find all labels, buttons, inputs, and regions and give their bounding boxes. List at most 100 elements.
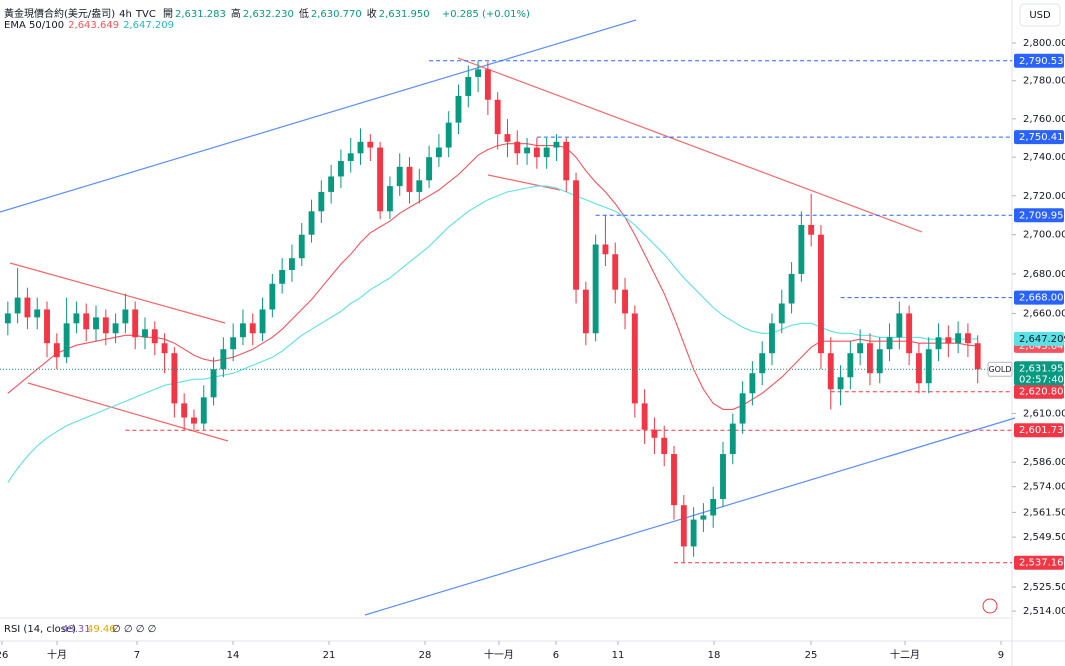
symbol-tag-label: GOLD <box>988 365 1011 374</box>
candle-body <box>367 141 374 148</box>
candle-body <box>494 99 501 135</box>
candle-body <box>269 283 276 310</box>
candle-body <box>142 329 148 338</box>
level-tag-label: 2,790.533 <box>1019 56 1065 67</box>
candle-body <box>524 147 531 154</box>
candle-body <box>83 313 90 330</box>
candle-body <box>416 180 423 192</box>
indicator-row: EMA 50/100 2,643.649 2,647.209 <box>4 20 178 31</box>
candle-body <box>935 337 942 350</box>
candle-body <box>847 353 854 378</box>
candle-body <box>749 373 756 394</box>
candle-body <box>876 349 883 374</box>
level-tag-label: 2,620.803 <box>1019 387 1065 398</box>
candle-body <box>906 313 913 354</box>
candle-body <box>357 141 364 154</box>
candle-body <box>435 147 442 158</box>
candle-body <box>896 313 903 338</box>
quote-label: 低 <box>298 9 309 20</box>
candle-body <box>573 180 579 290</box>
y-tick-label: 2,740.000 <box>1023 152 1065 163</box>
x-tick-label: 28 <box>419 650 432 661</box>
ema-tag <box>1014 331 1064 346</box>
rsi-value: 43.31 <box>62 624 91 635</box>
candle-body <box>602 244 609 255</box>
candle-body <box>44 309 50 344</box>
y-tick-label: 2,514.000 <box>1023 606 1065 617</box>
level-tag <box>1014 423 1064 438</box>
quote-label: 收 <box>366 9 377 20</box>
candle-body <box>181 403 188 418</box>
candle-body <box>739 393 746 424</box>
y-tick-label: 2,586.000 <box>1023 457 1065 468</box>
rsi-value: 49.46 <box>87 624 116 635</box>
y-tick-label: 2,700.000 <box>1023 230 1065 241</box>
level-tag <box>1014 555 1064 570</box>
trendlines <box>0 19 1016 616</box>
candle-body <box>504 134 511 142</box>
candle-body <box>533 147 540 158</box>
level-tag-label: 2,537.169 <box>1019 558 1065 569</box>
y-tick-label: 2,760.000 <box>1023 114 1065 125</box>
candle-body <box>582 289 589 334</box>
symbol-tag <box>987 361 1013 377</box>
candle-body <box>396 166 403 187</box>
y-tick-label: 2,549.500 <box>1023 532 1065 543</box>
candle-body <box>690 519 697 547</box>
rsi-placeholders: ∅ ∅ ∅ ∅ <box>112 624 156 635</box>
quote-label: 高 <box>230 9 241 20</box>
candle-body <box>631 313 638 404</box>
source: TVC <box>135 9 156 20</box>
candle-body <box>759 353 766 374</box>
trendline <box>0 19 637 213</box>
currency-button[interactable] <box>1019 3 1061 27</box>
legend-row: 黃金現價合約(美元/盎司) 4h TVC 開 2,631.283 高 2,632.230 低… <box>4 5 534 20</box>
candle-body <box>122 309 129 324</box>
y-tick-label: 2,574.000 <box>1023 482 1065 493</box>
level-tag <box>1014 130 1064 145</box>
candle-body <box>563 141 570 181</box>
candle-body <box>102 317 109 334</box>
quote-value: 2,630.770 <box>310 9 362 20</box>
candle-body <box>455 95 462 123</box>
y-tick-label: 2,680.000 <box>1023 269 1065 280</box>
candle-body <box>406 166 413 192</box>
candle-body <box>925 349 932 384</box>
alert-icon[interactable] <box>982 598 998 614</box>
candle-body <box>191 417 197 424</box>
quote-value: 2,631.950 <box>378 9 430 20</box>
ema-tag-label: 2,647.209 <box>1019 334 1065 345</box>
candle-body <box>857 343 864 354</box>
candle-body <box>14 297 21 314</box>
candle-body <box>259 309 266 334</box>
candle-body <box>161 343 168 354</box>
candle-body <box>915 353 922 384</box>
ema-line <box>7 185 978 483</box>
y-tick-label: 2,561.500 <box>1023 507 1065 518</box>
candle-body <box>945 337 952 344</box>
level-tag-label: 2,750.414 <box>1019 132 1065 143</box>
y-tick-label: 2,800.000 <box>1023 38 1065 49</box>
currency[interactable]: USD <box>1029 10 1051 21</box>
candle-body <box>445 122 452 148</box>
candle-body <box>720 454 726 500</box>
candle-body <box>475 69 482 77</box>
countdown: 02:57:40 <box>1019 374 1064 385</box>
quote-label: 開 <box>163 9 173 20</box>
candle-body <box>308 211 315 235</box>
trendline <box>487 174 561 191</box>
x-tick-label: 26 <box>0 650 8 661</box>
ema-value: 2,643.649 <box>68 20 120 31</box>
candle-body <box>553 141 560 148</box>
candle-body <box>769 323 775 354</box>
candle-body <box>867 343 873 374</box>
candle-body <box>671 454 677 506</box>
candle-body <box>798 224 805 274</box>
candle-body <box>220 349 227 370</box>
candle-body <box>200 397 207 424</box>
last-price-tag <box>1014 361 1064 386</box>
candle-body <box>827 353 834 390</box>
trendline <box>27 382 229 442</box>
x-tick-label: 25 <box>805 650 818 661</box>
candle-body <box>465 76 472 96</box>
